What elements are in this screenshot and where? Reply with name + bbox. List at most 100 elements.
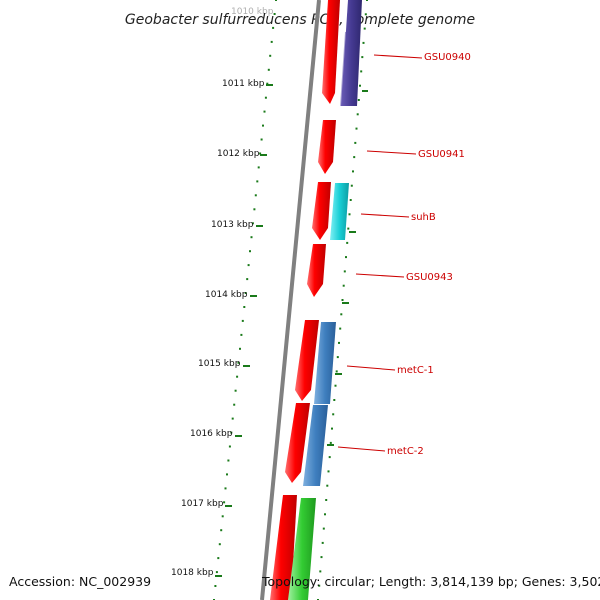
gene-label-gsu0940[interactable]: GSU0940 — [424, 52, 471, 63]
tick-dot — [336, 356, 339, 359]
tick-label-1013: 1013 kbp — [211, 220, 254, 230]
tick-dot — [318, 584, 321, 587]
tick-dot — [355, 127, 358, 130]
gene-feature-gsu0940b[interactable] — [341, 0, 362, 106]
tick-label-1012: 1012 kbp — [217, 149, 260, 159]
tick-dot — [267, 68, 270, 71]
tick-label-1011: 1011 kbp — [222, 79, 265, 89]
tick-dot — [319, 570, 322, 573]
leader-suhb — [360, 213, 410, 218]
gene-label-gsu0943[interactable]: GSU0943 — [406, 272, 453, 283]
gene-feature-red-6[interactable] — [285, 403, 310, 483]
gene-feature-suhb-cds[interactable] — [312, 182, 331, 240]
leader-metc-2 — [337, 446, 386, 452]
tick-dot — [349, 199, 352, 201]
tick-dot — [322, 527, 325, 530]
gene-label-leaders — [337, 54, 423, 452]
tick-dot — [243, 306, 246, 308]
tick-dot — [260, 138, 263, 141]
tick-dot — [266, 82, 269, 85]
tick-label-1016: 1016 kbp — [190, 429, 233, 439]
leader-gsu0940 — [373, 54, 423, 59]
tick-dot — [352, 170, 354, 173]
tick-dot — [362, 41, 365, 44]
tick-dot — [228, 445, 231, 448]
tick-dot — [328, 456, 331, 459]
tick-dot — [249, 250, 251, 253]
gene-feature-red-7[interactable] — [270, 495, 297, 600]
gene-feature-suhb[interactable] — [330, 183, 349, 240]
gene-feature-metc-2[interactable] — [303, 405, 328, 486]
tick-dot — [331, 427, 333, 430]
tick-dot — [269, 54, 272, 57]
tick-dot — [251, 222, 254, 225]
tick-dot — [359, 84, 361, 87]
gene-feature-red-5[interactable] — [295, 320, 319, 401]
tick-dot — [218, 543, 221, 546]
tick-dot — [253, 208, 256, 211]
tick-dot — [215, 571, 218, 574]
gene-feature-gsu0940[interactable] — [322, 0, 340, 104]
tick-dot — [262, 124, 264, 127]
tick-dot — [247, 264, 250, 267]
tick-dot — [361, 56, 364, 59]
tick-dot — [364, 13, 367, 16]
gene-label-suhb[interactable]: suhB — [411, 212, 436, 223]
tick-dot — [244, 292, 247, 294]
tick-dot — [350, 184, 353, 187]
tick-dot — [356, 113, 359, 116]
tick-label-1015: 1015 kbp — [198, 359, 241, 369]
tick-dot — [230, 431, 233, 434]
tick-dot — [234, 389, 237, 392]
tick-label-1017: 1017 kbp — [181, 499, 224, 509]
gene-feature-green-1[interactable] — [288, 498, 316, 600]
gene-feature-gsu0941[interactable] — [318, 120, 336, 174]
tick-dot — [240, 333, 243, 336]
tick-dot — [366, 0, 368, 1]
tick-dot — [334, 384, 337, 387]
tick-dot — [342, 284, 345, 287]
gene-label-gsu0941[interactable]: GSU0941 — [418, 149, 465, 160]
gene-feature-gsu0943[interactable] — [307, 244, 326, 297]
genome-summary-text: Topology: circular; Length: 3,814,139 bp… — [262, 574, 600, 589]
tick-dot — [348, 213, 351, 216]
tick-dot — [241, 319, 244, 322]
tick-dot — [347, 227, 350, 230]
tick-dot — [224, 487, 227, 490]
leader-metc-1 — [346, 365, 396, 371]
tick-dot — [338, 341, 340, 344]
tick-dot — [250, 236, 253, 239]
tick-dot — [363, 27, 366, 30]
tick-dot — [264, 96, 267, 99]
tick-dot — [275, 0, 277, 1]
tick-dot — [340, 313, 343, 316]
tick-label-1018: 1018 kbp — [171, 568, 214, 578]
tick-dot — [320, 556, 323, 559]
tick-dot — [226, 473, 228, 476]
tick-dot — [272, 26, 275, 29]
tick-dot — [246, 278, 249, 281]
tick-dot — [346, 241, 349, 244]
tick-dot — [329, 441, 332, 444]
tick-dot — [321, 541, 324, 544]
gene-feature-metc-1[interactable] — [314, 322, 336, 404]
tick-dot — [257, 166, 260, 169]
genome-backbone — [260, 0, 321, 600]
tick-dot — [327, 470, 330, 473]
tick-dot — [332, 413, 335, 416]
gene-label-metc-2[interactable]: metC-2 — [387, 446, 424, 457]
tick-dot — [360, 70, 363, 73]
leader-gsu0943 — [355, 273, 405, 278]
map-title: Geobacter sulfurreducens PCA, complete g… — [125, 12, 475, 28]
tick-dot — [233, 403, 236, 406]
accession-text: Accession: NC_002939 — [9, 574, 152, 589]
tick-dot — [343, 270, 346, 273]
tick-dot — [256, 180, 259, 183]
gene-label-metc-1[interactable]: metC-1 — [397, 365, 434, 376]
tick-labels: 1010 kbp 1011 kbp 1012 kbp 1013 kbp 1014… — [171, 7, 274, 578]
tick-dot — [335, 370, 338, 373]
gene-labels: GSU0940 GSU0941 suhB GSU0943 metC-1 metC… — [387, 52, 471, 457]
tick-dot — [354, 141, 357, 144]
